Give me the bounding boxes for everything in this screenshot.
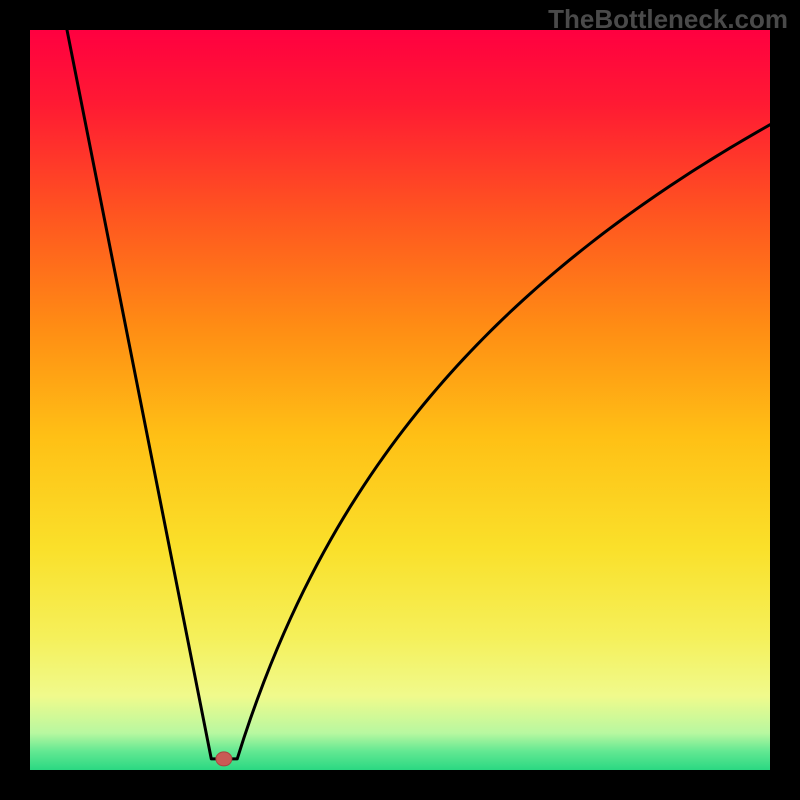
bottleneck-chart xyxy=(0,0,800,800)
chart-container: TheBottleneck.com xyxy=(0,0,800,800)
watermark-label: TheBottleneck.com xyxy=(548,4,788,35)
optimal-point-marker xyxy=(216,752,232,766)
